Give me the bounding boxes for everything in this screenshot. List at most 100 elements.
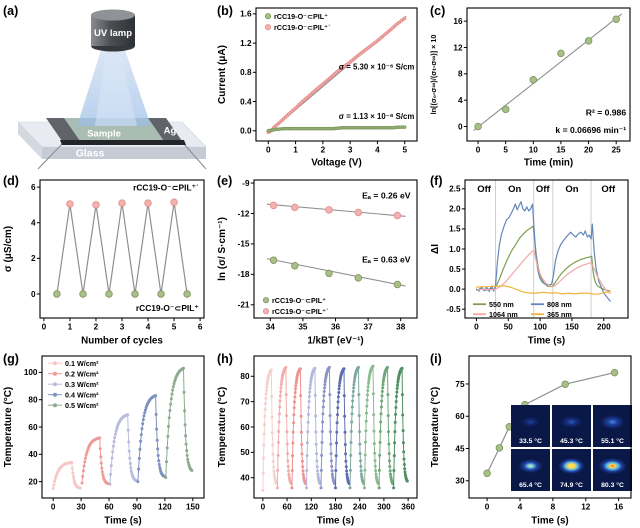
svg-text:(d): (d)	[3, 174, 19, 188]
svg-text:0.3 W/cm²: 0.3 W/cm²	[65, 380, 99, 389]
svg-text:38: 38	[396, 323, 406, 332]
svg-text:50: 50	[240, 448, 250, 457]
svg-text:1.6: 1.6	[240, 10, 252, 19]
panel-e: 34 35 36 37 38 -9 -12 -15 -18 -21 1/kBT (eV⁻¹) ln (…	[214, 170, 427, 348]
svg-text:8: 8	[458, 70, 463, 79]
svg-text:0.8: 0.8	[240, 68, 252, 77]
svg-text:(b): (b)	[217, 4, 233, 18]
svg-text:ln (σ/ S·cm⁻¹): ln (σ/ S·cm⁻¹)	[217, 217, 228, 281]
svg-text:rCC19-O⁻⊂PIL⁺: rCC19-O⁻⊂PIL⁺	[272, 296, 326, 305]
svg-text:6: 6	[198, 323, 203, 332]
svg-text:0: 0	[42, 323, 47, 332]
svg-text:σ = 1.13 × 10⁻⁸ S/cm: σ = 1.13 × 10⁻⁸ S/cm	[339, 112, 415, 121]
panel-b: 0 1 2 3 4 5 0.0 0.4 0.8 1.2 1.6 Voltage (V) Current …	[214, 0, 427, 170]
svg-text:Time (s): Time (s)	[317, 516, 354, 527]
svg-text:80: 80	[28, 395, 38, 404]
svg-text:4: 4	[518, 503, 523, 512]
svg-text:4: 4	[458, 96, 463, 105]
svg-text:(h): (h)	[217, 352, 233, 366]
svg-text:300: 300	[377, 503, 391, 512]
panel-d: 0 1 2 3 4 5 6 0 2 4 6 Number of cycles σ (μS/cm) rCC1…	[0, 170, 214, 348]
svg-text:150: 150	[186, 503, 200, 512]
svg-text:120: 120	[304, 503, 318, 512]
svg-text:Temperature (°C): Temperature (°C)	[430, 387, 441, 468]
svg-text:2.5: 2.5	[449, 185, 461, 194]
svg-text:ΔI: ΔI	[430, 244, 441, 254]
svg-text:0: 0	[474, 323, 479, 332]
svg-text:45.3 °C: 45.3 °C	[560, 437, 583, 445]
svg-text:Temperature (°C): Temperature (°C)	[217, 387, 228, 468]
svg-text:1.5: 1.5	[449, 225, 461, 234]
svg-text:34: 34	[266, 323, 276, 332]
svg-text:R² = 0.986: R² = 0.986	[586, 107, 627, 117]
svg-text:16: 16	[453, 17, 463, 26]
svg-text:5: 5	[172, 323, 177, 332]
svg-text:-21: -21	[238, 301, 250, 310]
svg-text:40: 40	[28, 450, 38, 459]
svg-text:0: 0	[476, 146, 481, 155]
svg-text:(i): (i)	[430, 352, 442, 366]
svg-text:Temperature (°C): Temperature (°C)	[3, 387, 14, 468]
svg-text:On: On	[565, 184, 578, 195]
svg-text:4: 4	[31, 219, 36, 228]
svg-text:6: 6	[31, 183, 36, 192]
panel-i-chart: 33.5 °C 45.3 °C 55.1 °C 65.4 °C 74.9 °C 80.3 …	[430, 352, 632, 527]
svg-text:rCC19-O⁻⊂PIL⁺: rCC19-O⁻⊂PIL⁺	[274, 12, 328, 21]
svg-text:90: 90	[132, 503, 142, 512]
svg-text:(g): (g)	[3, 352, 19, 366]
svg-text:σ = 5.30 × 10⁻⁶ S/cm: σ = 5.30 × 10⁻⁶ S/cm	[339, 62, 415, 71]
svg-text:12: 12	[581, 503, 591, 512]
svg-text:4: 4	[146, 323, 151, 332]
svg-text:550 nm: 550 nm	[489, 300, 514, 309]
panel-a: UV lamp Sample Ag Glass (a)	[0, 0, 214, 170]
svg-text:75: 75	[455, 380, 465, 389]
svg-text:2.0: 2.0	[449, 205, 461, 214]
panel-g: 0 30 60 90 120 150 20 40 60 80 100 Time (s) Temperat…	[0, 348, 214, 528]
svg-text:1: 1	[293, 146, 298, 155]
svg-text:-15: -15	[238, 240, 250, 249]
svg-text:45: 45	[455, 444, 465, 453]
svg-text:(c): (c)	[430, 4, 445, 18]
svg-text:4: 4	[375, 146, 380, 155]
svg-text:Current (μA): Current (μA)	[217, 45, 228, 104]
panel-h: 0 60 120 180 240 300 360 40 50 60 70 80 Time (s) Temp…	[214, 348, 427, 528]
svg-text:74.9 °C: 74.9 °C	[560, 481, 583, 489]
svg-text:Voltage (V): Voltage (V)	[311, 158, 361, 169]
svg-text:Ag: Ag	[164, 126, 177, 137]
svg-text:rCC19-O⁻⊂PIL⁺˙: rCC19-O⁻⊂PIL⁺˙	[272, 307, 328, 316]
svg-text:0.0: 0.0	[449, 285, 461, 294]
svg-text:Eₐ = 0.63 eV: Eₐ = 0.63 eV	[362, 255, 411, 265]
svg-text:0: 0	[458, 122, 463, 131]
svg-text:365 nm: 365 nm	[547, 310, 572, 319]
svg-text:1.0: 1.0	[449, 245, 461, 254]
svg-text:10: 10	[529, 146, 539, 155]
svg-text:20: 20	[584, 146, 594, 155]
svg-text:ln[(σ₀-σ∞)/(σₜ-σ∞)] × 10: ln[(σ₀-σ∞)/(σₜ-σ∞)] × 10	[429, 35, 438, 115]
panel-d-chart: 0 1 2 3 4 5 6 0 2 4 6 Number of cycles σ (μS/cm) rCC1…	[3, 174, 205, 347]
panel-b-chart: 0 1 2 3 4 5 0.0 0.4 0.8 1.2 1.6 Voltage (V) Current …	[217, 4, 418, 169]
svg-text:12: 12	[453, 43, 463, 52]
svg-text:(a): (a)	[3, 4, 18, 18]
svg-text:σ (μS/cm): σ (μS/cm)	[3, 226, 14, 272]
svg-text:1/kBT (eV⁻¹): 1/kBT (eV⁻¹)	[307, 336, 363, 347]
svg-text:3: 3	[348, 146, 353, 155]
svg-text:Sample: Sample	[87, 129, 121, 140]
svg-text:20: 20	[28, 477, 38, 486]
svg-text:35: 35	[298, 323, 308, 332]
svg-text:0.0: 0.0	[240, 127, 252, 136]
svg-text:rCC19-O⁻⊂PIL⁺˙: rCC19-O⁻⊂PIL⁺˙	[133, 183, 199, 193]
svg-text:0: 0	[485, 503, 490, 512]
svg-text:Number of cycles: Number of cycles	[81, 336, 163, 347]
svg-text:150: 150	[565, 323, 579, 332]
svg-text:3: 3	[120, 323, 125, 332]
svg-text:0: 0	[51, 503, 56, 512]
svg-text:8: 8	[551, 503, 556, 512]
svg-text:33.5 °C: 33.5 °C	[519, 437, 542, 445]
svg-text:Time (s): Time (s)	[528, 336, 565, 347]
panel-e-chart: 34 35 36 37 38 -9 -12 -15 -18 -21 1/kBT (eV⁻¹) ln (…	[217, 174, 418, 347]
svg-text:-9: -9	[242, 179, 250, 188]
svg-text:Eₐ = 0.26 eV: Eₐ = 0.26 eV	[362, 190, 411, 200]
svg-text:k = 0.06696 min⁻¹: k = 0.06696 min⁻¹	[555, 125, 626, 135]
svg-text:180: 180	[329, 503, 343, 512]
